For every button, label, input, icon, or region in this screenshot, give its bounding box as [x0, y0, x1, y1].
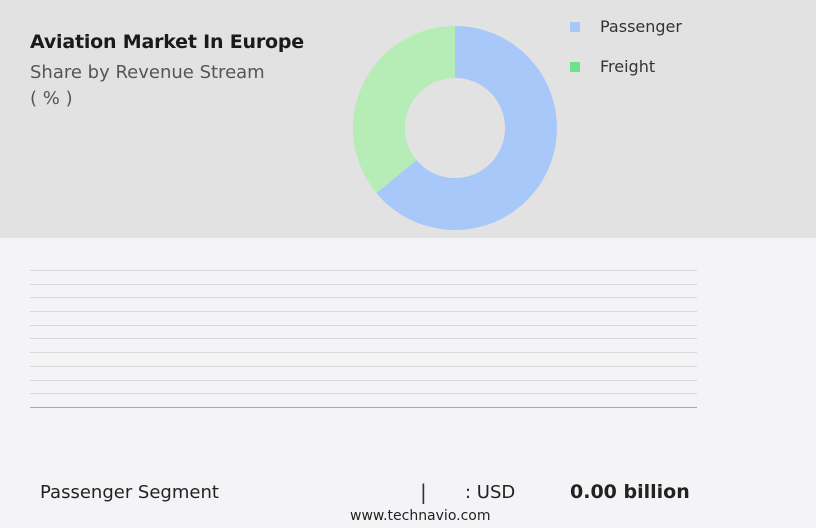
- chart-unit: ( % ): [30, 88, 73, 109]
- grid-line: [30, 270, 697, 271]
- chart-subtitle: Share by Revenue Stream: [30, 62, 265, 83]
- donut-slice-passenger[interactable]: [376, 26, 557, 231]
- donut-hole: [405, 78, 505, 178]
- grid-line: [30, 284, 697, 285]
- segment-value: 0.00 billion: [570, 481, 690, 503]
- grid-line: [30, 338, 697, 339]
- footer-divider: |: [420, 480, 427, 504]
- legend-label-passenger: Passenger: [600, 17, 682, 36]
- grid-line: [30, 352, 697, 353]
- source-link[interactable]: www.technavio.com: [350, 508, 491, 524]
- currency-label: : USD: [465, 482, 516, 503]
- legend-label-freight: Freight: [600, 57, 656, 76]
- legend-item-passenger[interactable]: Passenger: [570, 17, 682, 36]
- grid-line: [30, 393, 697, 394]
- bar-chart-grid: [30, 270, 697, 410]
- legend-swatch-passenger: [570, 21, 580, 32]
- grid-line: [30, 325, 697, 326]
- grid-line: [30, 380, 697, 381]
- chart-title: Aviation Market In Europe: [30, 31, 304, 53]
- donut-chart: [353, 26, 557, 231]
- grid-line: [30, 366, 697, 367]
- grid-line: [30, 311, 697, 312]
- segment-label: Passenger Segment: [40, 482, 219, 503]
- grid-line: [30, 297, 697, 298]
- donut-slice-freight[interactable]: [353, 26, 455, 194]
- legend-swatch-freight: [570, 61, 580, 72]
- legend-item-freight[interactable]: Freight: [570, 57, 655, 76]
- chart-baseline: [30, 407, 697, 408]
